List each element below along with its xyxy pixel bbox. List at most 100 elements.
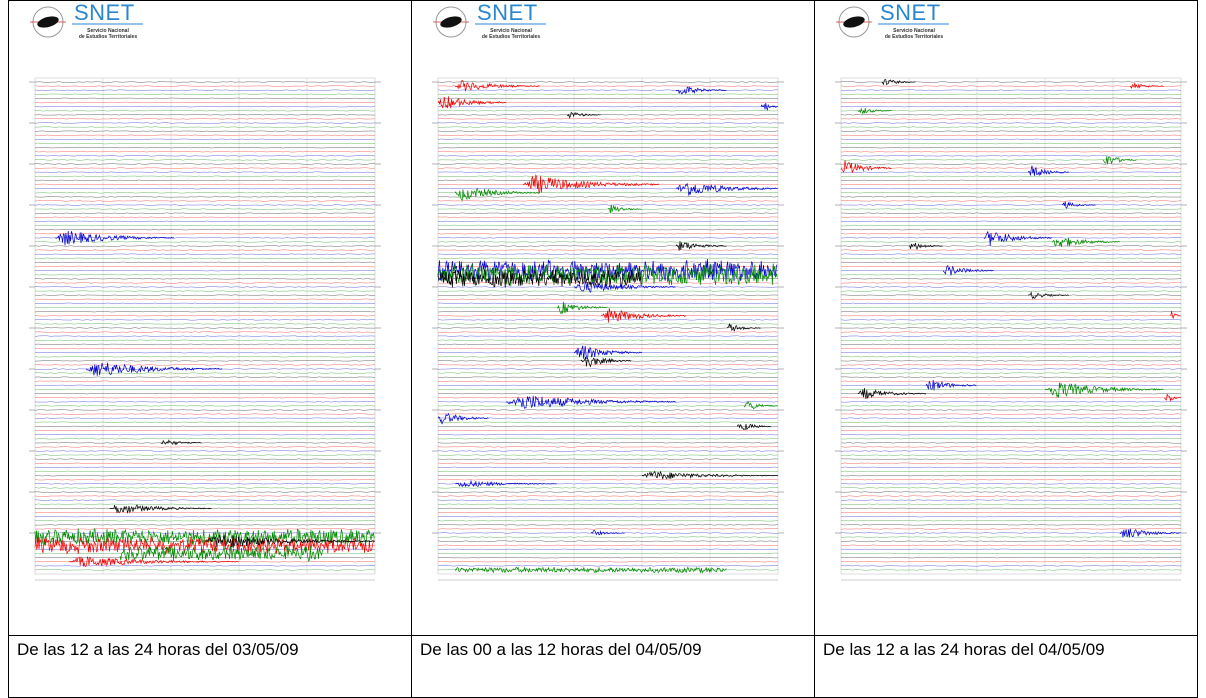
seismic-event xyxy=(573,345,643,360)
seismic-trace xyxy=(437,134,779,136)
seismic-trace xyxy=(437,552,778,555)
seismic-event xyxy=(437,268,642,288)
seismic-trace xyxy=(437,105,779,108)
seismic-trace xyxy=(34,261,376,264)
seismic-trace xyxy=(35,179,376,182)
seismic-trace xyxy=(34,515,376,518)
seismic-trace xyxy=(34,163,376,165)
seismic-trace xyxy=(840,524,1182,526)
seismic-event xyxy=(736,423,771,431)
seismic-trace xyxy=(34,290,376,292)
seismic-trace xyxy=(437,532,778,534)
seismic-trace xyxy=(437,454,779,456)
seismic-trace xyxy=(840,536,1182,538)
seismic-trace xyxy=(35,442,376,444)
seismic-trace xyxy=(840,351,1182,354)
seismic-trace xyxy=(840,319,1182,321)
seismic-trace xyxy=(840,159,1182,161)
seismic-event xyxy=(454,187,540,202)
seismic-trace xyxy=(437,175,779,177)
seismic-trace xyxy=(34,470,376,473)
seismic-trace xyxy=(437,462,779,464)
seismic-event xyxy=(925,379,977,391)
seismic-trace xyxy=(34,274,375,276)
seismic-trace xyxy=(34,282,376,284)
seismic-trace xyxy=(840,142,1182,145)
seismic-event xyxy=(908,242,943,250)
seismic-trace xyxy=(840,458,1181,460)
logo-title: SNET xyxy=(74,0,135,25)
seismic-trace xyxy=(34,491,376,493)
seismic-trace xyxy=(34,204,376,206)
seismic-trace xyxy=(840,118,1182,120)
seismic-event xyxy=(580,356,632,368)
seismic-event xyxy=(454,566,727,574)
seismic-trace xyxy=(437,331,779,333)
seismic-trace xyxy=(34,413,376,415)
seismic-event xyxy=(566,111,601,119)
seismic-trace xyxy=(840,220,1182,223)
seismic-event xyxy=(1051,237,1120,248)
seismic-trace xyxy=(840,343,1182,346)
seismic-trace xyxy=(34,503,375,505)
seismic-trace xyxy=(437,466,779,469)
seismic-trace xyxy=(34,462,376,464)
seismic-trace xyxy=(34,532,376,534)
seismic-trace xyxy=(34,319,376,321)
seismic-trace xyxy=(840,101,1182,104)
seismic-trace xyxy=(34,479,376,481)
seismic-trace xyxy=(437,409,779,411)
seismic-trace xyxy=(437,364,779,366)
seismic-trace xyxy=(34,483,376,485)
seismic-trace xyxy=(840,192,1182,194)
seismic-trace xyxy=(437,343,779,346)
seismic-trace xyxy=(34,397,376,399)
seismic-trace xyxy=(840,507,1182,510)
seismic-trace xyxy=(437,179,779,182)
seismic-event xyxy=(881,79,916,86)
seismic-event xyxy=(437,263,778,287)
seismic-trace xyxy=(437,487,779,489)
seismic-trace xyxy=(840,544,1182,546)
seismic-trace xyxy=(437,171,778,173)
seismic-trace xyxy=(840,446,1182,448)
seismic-trace xyxy=(840,327,1182,329)
seismic-trace xyxy=(840,233,1182,235)
seismic-trace xyxy=(840,175,1182,177)
seismic-trace xyxy=(437,520,779,522)
caption: De las 12 a las 24 horas del 04/05/09 xyxy=(823,640,1105,659)
seismic-trace xyxy=(840,388,1182,391)
seismic-event xyxy=(109,504,212,514)
seismic-trace xyxy=(841,364,1182,366)
seismic-trace xyxy=(34,425,375,428)
seismic-trace xyxy=(34,151,376,153)
seismic-event xyxy=(743,400,778,410)
seismic-trace xyxy=(437,245,779,247)
seismic-trace xyxy=(840,466,1182,469)
seismic-trace xyxy=(840,339,1182,341)
seismic-trace xyxy=(35,208,376,210)
seismic-trace xyxy=(840,335,1182,337)
seismic-trace xyxy=(35,278,376,280)
seismic-trace xyxy=(840,515,1182,518)
seismic-trace xyxy=(34,167,376,169)
seismic-event xyxy=(437,412,489,425)
seismic-trace xyxy=(840,372,1182,374)
seismic-trace xyxy=(840,204,1181,206)
seismic-trace xyxy=(34,130,376,132)
seismic-trace xyxy=(437,376,779,378)
seismic-trace xyxy=(437,228,779,231)
seismic-trace xyxy=(34,556,376,559)
seismic-trace xyxy=(437,413,779,415)
seismic-trace xyxy=(840,479,1182,481)
seismic-trace xyxy=(841,368,1181,370)
plot-frame xyxy=(840,77,1182,575)
seismic-trace xyxy=(840,392,1182,395)
seismic-trace xyxy=(35,548,376,551)
seismic-trace xyxy=(437,302,779,305)
seismic-trace xyxy=(34,142,376,145)
seismic-trace xyxy=(437,122,779,124)
seismic-trace xyxy=(35,524,376,526)
seismic-trace xyxy=(840,155,1182,157)
